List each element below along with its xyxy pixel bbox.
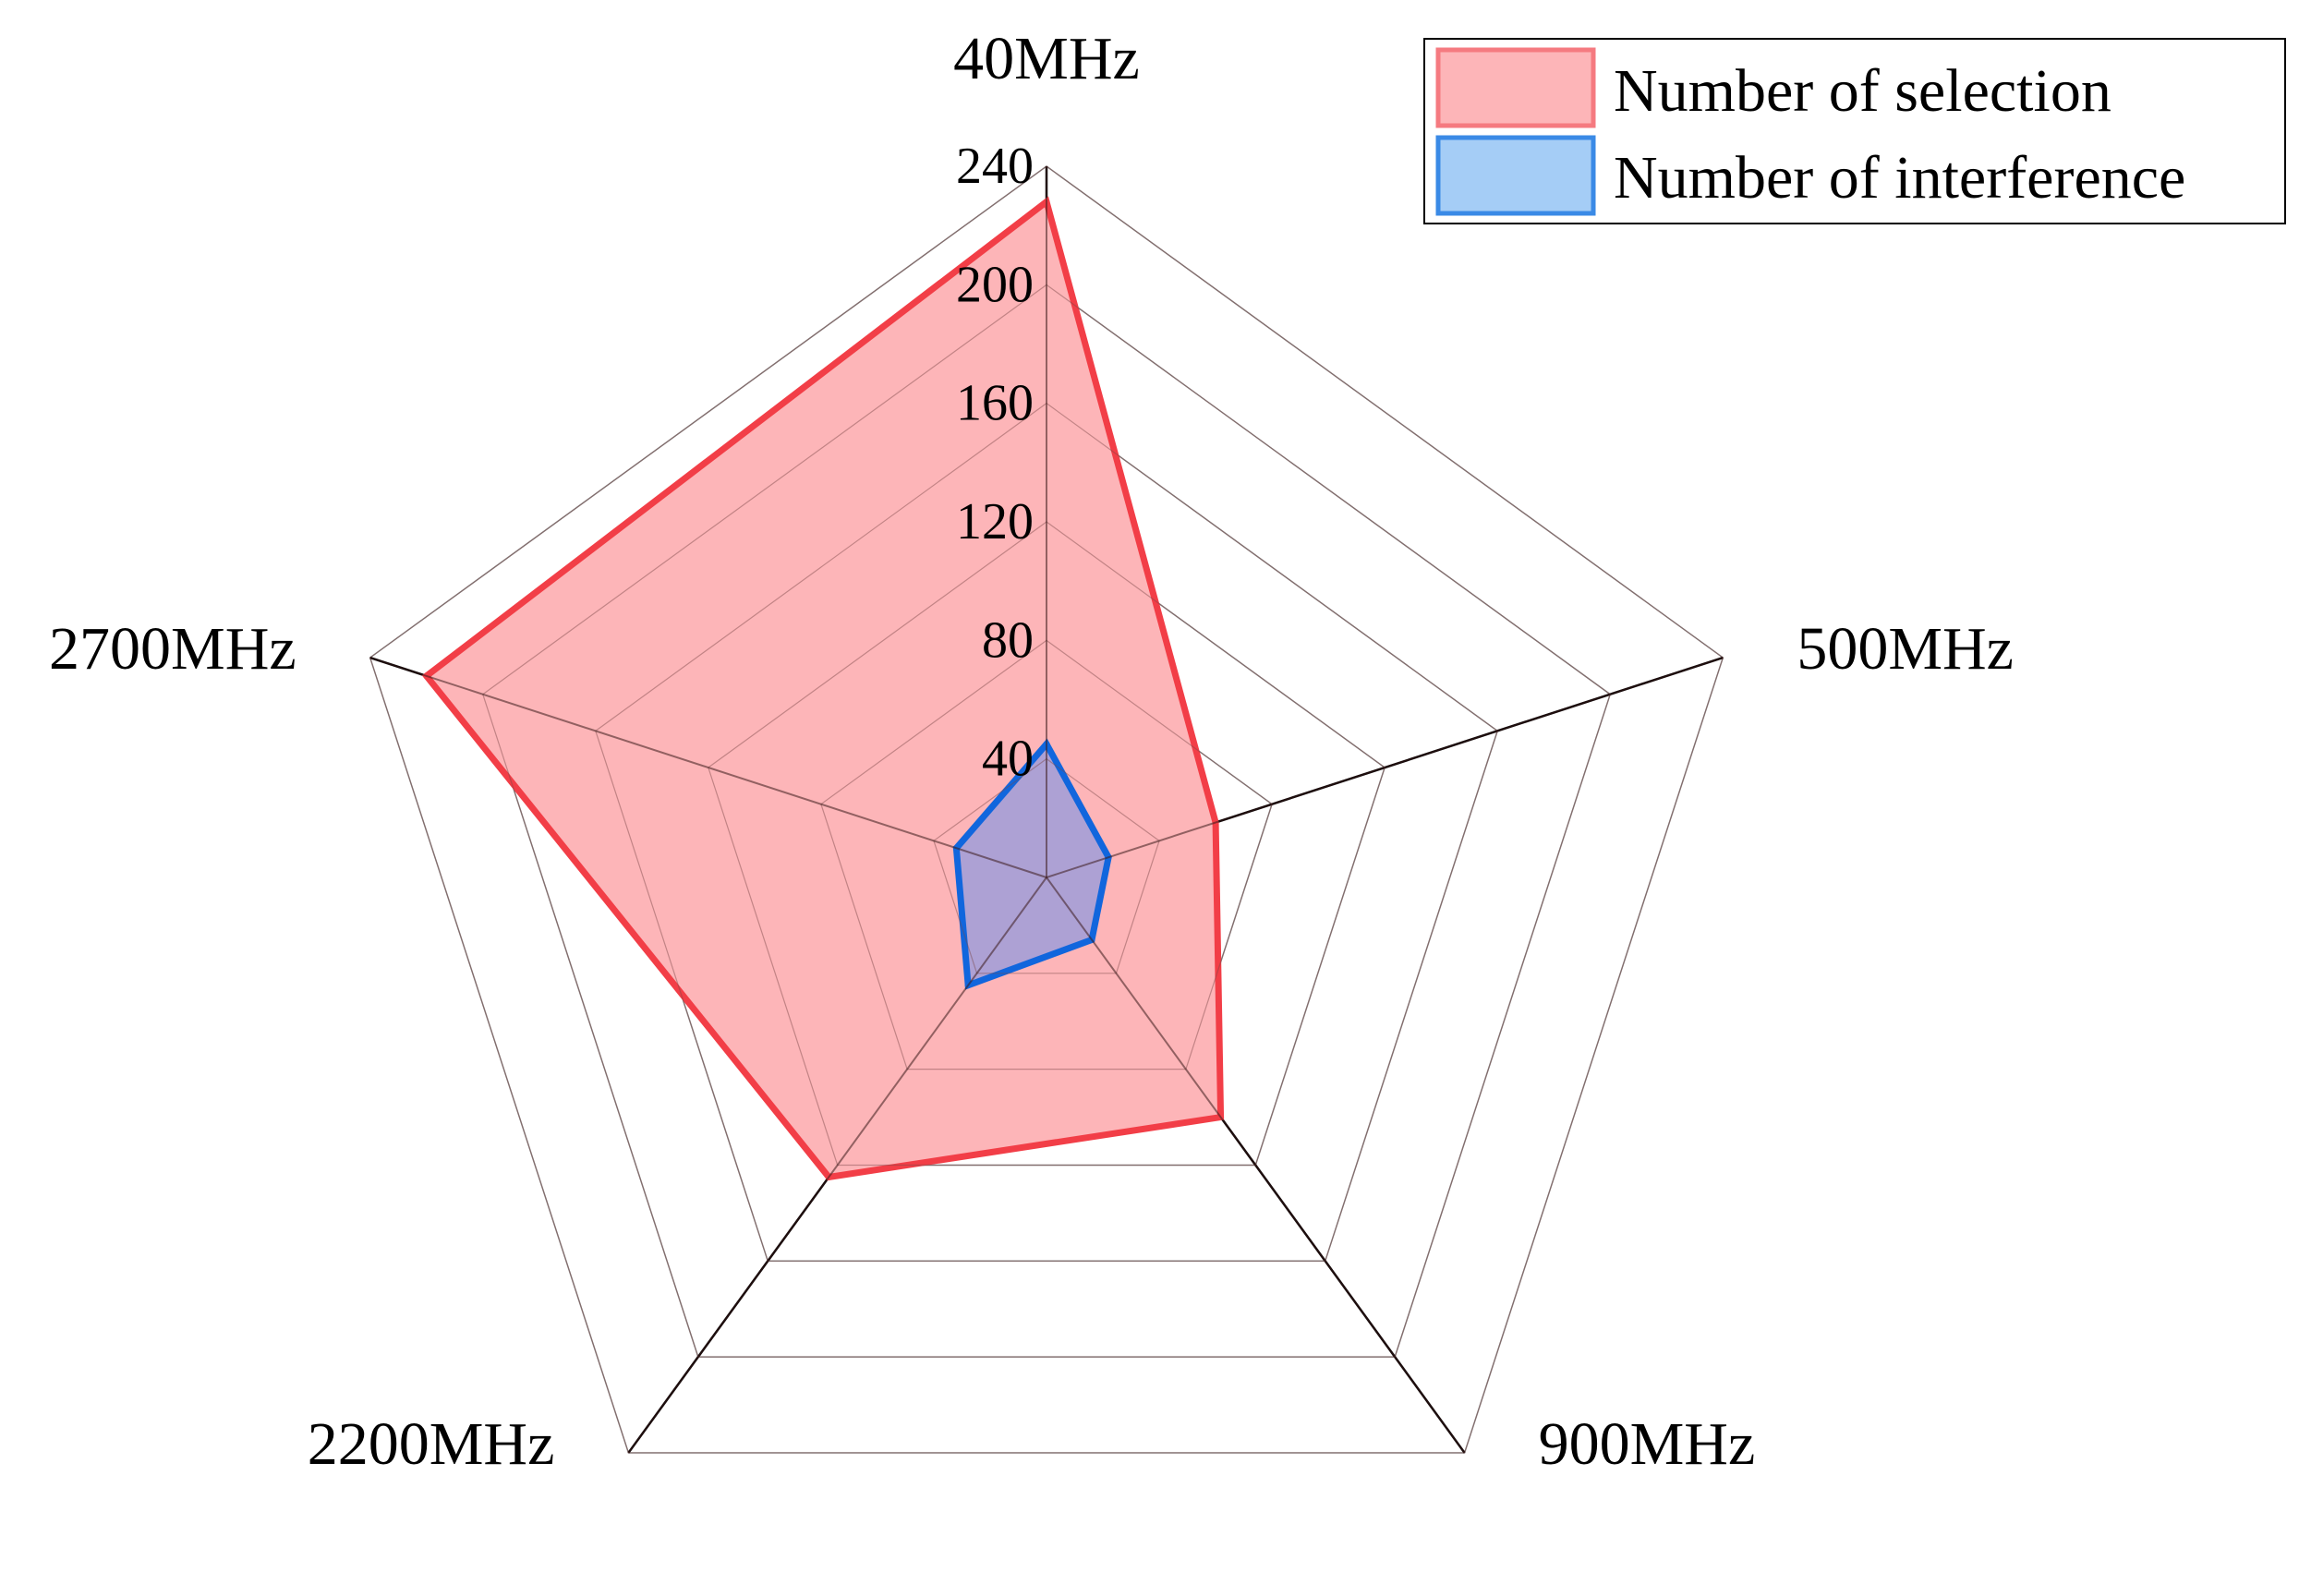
spoke-overlay-2700MHz: [369, 657, 1047, 878]
grid-ring-overlay-40: [933, 757, 1160, 974]
radar-grid: [369, 165, 1724, 1454]
radial-tick-labels: 40 80 120 160 200 240: [956, 138, 1034, 788]
category-label-900MHz: 900MHz: [1539, 1410, 1756, 1478]
legend-label-interference: Number of interference: [1614, 144, 2185, 212]
spoke-overlay-900MHz: [1046, 877, 1466, 1454]
spoke-overlay-500MHz: [1046, 657, 1724, 878]
category-label-500MHz: 500MHz: [1797, 615, 2014, 683]
legend: Number of selection Number of interferen…: [1423, 38, 2286, 224]
category-label-40MHz: 40MHz: [953, 25, 1140, 92]
tick-label-160: 160: [956, 375, 1034, 432]
tick-label-80: 80: [982, 611, 1034, 669]
grid-ring-overlay-80: [820, 639, 1273, 1070]
tick-label-200: 200: [956, 256, 1034, 313]
legend-label-selection: Number of selection: [1614, 57, 2111, 125]
tick-label-120: 120: [956, 493, 1034, 550]
legend-swatch-interference: [1435, 135, 1596, 216]
category-labels: 40MHz 500MHz 900MHz 2200MHz 2700MHz: [49, 25, 2014, 1478]
grid-ring-overlay-120: [708, 521, 1385, 1167]
spoke-overlay-2200MHz: [627, 877, 1047, 1454]
grid-ring-240: [369, 165, 1724, 1454]
category-label-2200MHz: 2200MHz: [308, 1410, 555, 1478]
grid-ring-overlay-160: [595, 402, 1498, 1262]
series-area-selection: [421, 196, 1225, 1181]
grid-ring-overlay-200: [482, 284, 1611, 1358]
radar-series: [369, 165, 1724, 1454]
legend-swatch-selection: [1435, 47, 1596, 128]
tick-label-40: 40: [982, 731, 1034, 788]
grid-ring-overlay-240: [369, 165, 1724, 1454]
category-label-2700MHz: 2700MHz: [49, 615, 296, 683]
series-area-interference: [952, 738, 1112, 990]
tick-label-240: 240: [956, 138, 1034, 195]
